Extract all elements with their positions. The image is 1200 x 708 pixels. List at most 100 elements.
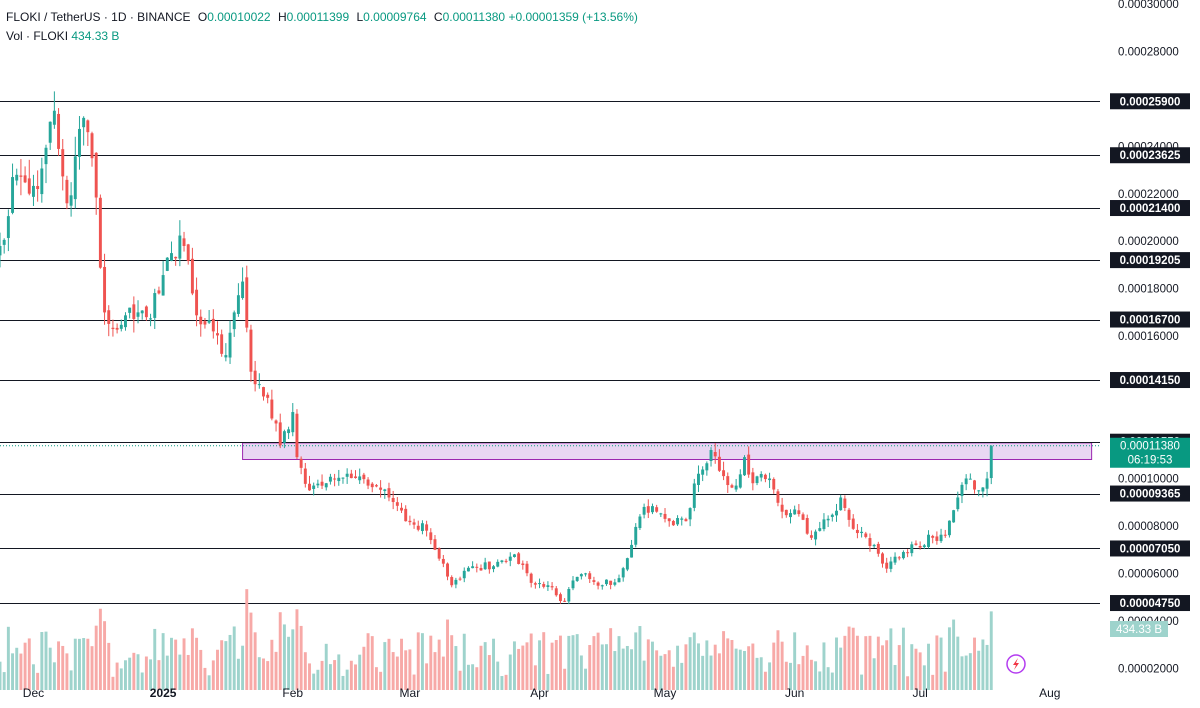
candle-body[interactable] bbox=[546, 585, 550, 587]
candle-body[interactable] bbox=[458, 578, 462, 580]
candle-body[interactable] bbox=[789, 513, 792, 518]
candle-body[interactable] bbox=[588, 573, 592, 580]
candle-body[interactable] bbox=[429, 532, 433, 541]
candle-body[interactable] bbox=[400, 507, 403, 511]
candle-body[interactable] bbox=[500, 560, 504, 563]
candle-body[interactable] bbox=[27, 178, 31, 194]
candle-body[interactable] bbox=[977, 490, 981, 492]
level-tag[interactable] bbox=[1110, 252, 1190, 269]
candle-body[interactable] bbox=[437, 548, 441, 559]
candle-body[interactable] bbox=[153, 293, 157, 318]
candle-body[interactable] bbox=[425, 524, 429, 531]
candle-body[interactable] bbox=[52, 110, 56, 125]
candle-body[interactable] bbox=[144, 306, 148, 318]
candle-body[interactable] bbox=[333, 478, 337, 480]
candle-body[interactable] bbox=[224, 355, 228, 358]
candle-body[interactable] bbox=[738, 474, 742, 488]
candle-body[interactable] bbox=[956, 497, 960, 510]
candle-body[interactable] bbox=[2, 239, 6, 245]
candle-body[interactable] bbox=[354, 476, 357, 479]
candle-body[interactable] bbox=[596, 582, 600, 586]
candle-body[interactable] bbox=[475, 566, 479, 568]
candle-body[interactable] bbox=[337, 477, 341, 482]
candle-body[interactable] bbox=[236, 295, 240, 314]
candle-body[interactable] bbox=[759, 473, 763, 478]
candle-body[interactable] bbox=[23, 175, 27, 183]
candle-body[interactable] bbox=[676, 518, 680, 525]
candle-body[interactable] bbox=[709, 450, 713, 462]
candle-body[interactable] bbox=[822, 519, 826, 530]
candle-body[interactable] bbox=[734, 485, 738, 490]
candle-body[interactable] bbox=[379, 487, 383, 490]
candle-body[interactable] bbox=[592, 580, 596, 582]
candle-body[interactable] bbox=[278, 422, 282, 446]
candle-body[interactable] bbox=[90, 133, 94, 159]
candle-body[interactable] bbox=[901, 552, 905, 559]
candle-body[interactable] bbox=[872, 544, 876, 547]
candle-body[interactable] bbox=[529, 573, 533, 583]
candle-body[interactable] bbox=[433, 539, 437, 550]
candle-body[interactable] bbox=[830, 514, 834, 517]
candle-body[interactable] bbox=[128, 307, 132, 313]
candle-body[interactable] bbox=[299, 458, 303, 468]
candle-body[interactable] bbox=[772, 478, 776, 490]
candle-body[interactable] bbox=[220, 334, 224, 354]
candle-body[interactable] bbox=[885, 562, 889, 569]
candle-body[interactable] bbox=[964, 478, 968, 485]
candle-body[interactable] bbox=[132, 304, 136, 319]
candle-body[interactable] bbox=[111, 327, 115, 330]
candle-body[interactable] bbox=[420, 523, 424, 531]
level-tag[interactable] bbox=[1110, 540, 1190, 557]
candle-body[interactable] bbox=[190, 258, 194, 294]
candle-body[interactable] bbox=[763, 474, 767, 480]
candle-body[interactable] bbox=[274, 420, 278, 424]
candle-body[interactable] bbox=[78, 128, 81, 157]
candle-body[interactable] bbox=[985, 478, 989, 489]
candle-body[interactable] bbox=[881, 553, 884, 564]
candle-body[interactable] bbox=[927, 534, 930, 547]
candle-body[interactable] bbox=[15, 174, 19, 181]
candle-body[interactable] bbox=[655, 507, 659, 512]
candle-body[interactable] bbox=[57, 113, 61, 149]
candle-body[interactable] bbox=[717, 456, 721, 471]
level-tag[interactable] bbox=[1110, 200, 1190, 217]
candle-body[interactable] bbox=[119, 324, 123, 329]
candle-body[interactable] bbox=[889, 561, 893, 569]
candle-body[interactable] bbox=[651, 506, 654, 513]
level-tag[interactable] bbox=[1110, 147, 1190, 164]
candle-body[interactable] bbox=[341, 477, 345, 479]
candle-body[interactable] bbox=[82, 117, 86, 128]
candle-body[interactable] bbox=[563, 600, 567, 602]
candle-body[interactable] bbox=[479, 568, 483, 571]
candle-body[interactable] bbox=[324, 483, 328, 488]
candle-body[interactable] bbox=[646, 506, 650, 513]
candle-body[interactable] bbox=[638, 516, 642, 529]
candle-body[interactable] bbox=[446, 563, 449, 577]
candle-body[interactable] bbox=[793, 509, 797, 515]
candle-body[interactable] bbox=[642, 506, 646, 515]
candle-body[interactable] bbox=[538, 583, 542, 585]
candle-body[interactable] bbox=[504, 560, 508, 562]
candle-body[interactable] bbox=[818, 528, 822, 531]
candle-body[interactable] bbox=[178, 235, 182, 259]
candle-body[interactable] bbox=[751, 472, 755, 484]
candle-body[interactable] bbox=[893, 556, 897, 563]
candle-body[interactable] bbox=[496, 561, 500, 567]
level-tag[interactable] bbox=[1110, 485, 1190, 502]
candle-body[interactable] bbox=[517, 553, 521, 564]
candle-body[interactable] bbox=[303, 468, 307, 484]
candle-body[interactable] bbox=[876, 543, 880, 554]
candle-body[interactable] bbox=[947, 520, 951, 536]
candle-body[interactable] bbox=[630, 544, 634, 558]
candle-body[interactable] bbox=[36, 186, 40, 190]
candle-body[interactable] bbox=[634, 526, 638, 545]
candle-body[interactable] bbox=[542, 584, 546, 587]
candle-body[interactable] bbox=[94, 152, 98, 198]
candle-body[interactable] bbox=[855, 529, 859, 534]
candle-body[interactable] bbox=[722, 470, 726, 477]
candle-body[interactable] bbox=[124, 315, 127, 328]
candle-body[interactable] bbox=[705, 463, 709, 471]
candle-body[interactable] bbox=[780, 504, 784, 512]
candle-body[interactable] bbox=[989, 445, 993, 479]
